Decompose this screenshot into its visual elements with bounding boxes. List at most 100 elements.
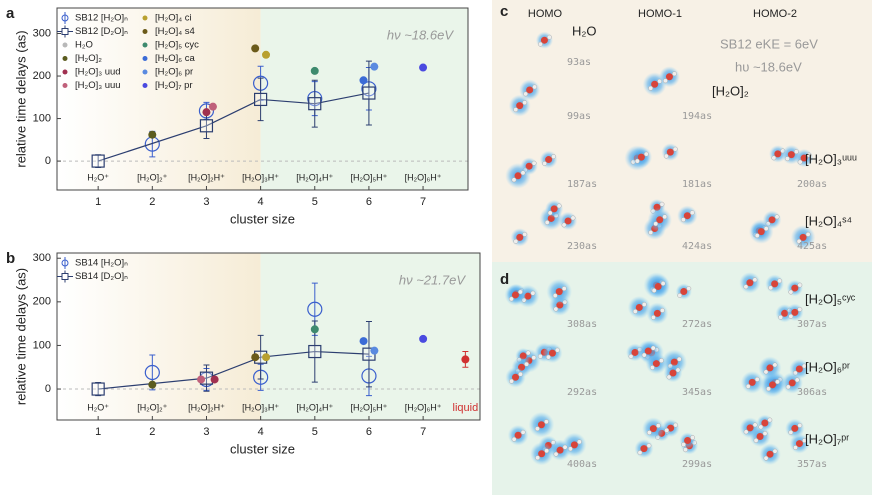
- hydrogen-atom: [784, 156, 790, 162]
- x-tick-label: 5: [312, 196, 318, 208]
- oxygen-atom: [787, 151, 795, 159]
- annotation: hν ~18.6eV: [387, 27, 454, 42]
- hydrogen-atom: [520, 429, 526, 435]
- hydrogen-atom: [758, 424, 764, 430]
- oxygen-atom: [516, 102, 524, 110]
- legend-label: H₂O: [75, 40, 93, 51]
- hydrogen-atom: [556, 203, 562, 209]
- time-label: 200as: [797, 179, 827, 190]
- oxygen-atom: [555, 288, 563, 296]
- liquid-label: liquid: [453, 402, 479, 414]
- hydrogen-atom: [777, 278, 783, 284]
- hydrogen-atom: [641, 302, 647, 307]
- hydrogen-atom: [663, 153, 669, 159]
- hydrogen-atom: [513, 238, 519, 244]
- hydrogen-atom: [643, 151, 649, 157]
- shade-left: [57, 253, 261, 420]
- cluster-label: [H₂O]₆H⁺: [405, 172, 442, 182]
- oxygen-atom: [757, 228, 765, 236]
- x-tick-label: 1: [95, 196, 101, 208]
- cluster-label: [H₂O]₄H⁺: [296, 402, 333, 412]
- hydrogen-atom: [768, 285, 774, 291]
- hydrogen-atom: [545, 354, 551, 360]
- legend-marker: [142, 83, 148, 88]
- column-header: HOMO: [528, 8, 563, 20]
- cluster-name: H₂O: [572, 23, 597, 38]
- hydrogen-atom: [673, 422, 679, 428]
- hydrogen-atom: [797, 422, 803, 428]
- y-axis-label: relative time delays (as): [13, 268, 28, 405]
- oxygen-atom: [652, 360, 660, 368]
- oxygen-atom: [795, 365, 803, 373]
- theory-point: [251, 353, 260, 362]
- oxygen-atom: [653, 309, 661, 317]
- hydrogen-atom: [771, 155, 777, 161]
- hydrogen-atom: [646, 430, 652, 436]
- legend-marker: [142, 29, 148, 34]
- hydrogen-atom: [655, 423, 661, 429]
- shade-left: [57, 8, 261, 190]
- cluster-label: [H₂O]₂⁺: [137, 402, 167, 412]
- time-label: 308as: [567, 319, 597, 330]
- oxygen-atom: [666, 148, 674, 156]
- hydrogen-atom: [794, 377, 800, 383]
- legend-label: [H₂O]₄ ci: [155, 13, 192, 24]
- error-bar: [365, 60, 372, 126]
- panel-note: hυ ~18.6eV: [735, 59, 802, 74]
- time-label: 425as: [797, 241, 827, 252]
- time-label: 424as: [682, 241, 712, 252]
- x-tick-label: 3: [203, 196, 209, 208]
- oxygen-atom: [548, 349, 556, 357]
- time-label: 93as: [567, 57, 591, 68]
- time-label: 187as: [567, 179, 597, 190]
- hydrogen-atom: [675, 367, 681, 373]
- x-tick-label: 4: [258, 196, 264, 208]
- hydrogen-atom: [763, 455, 769, 461]
- data-point: [310, 66, 319, 75]
- y-tick-label: 0: [45, 383, 51, 395]
- hydrogen-atom: [763, 369, 769, 375]
- hydrogen-atom: [763, 226, 769, 232]
- cluster-name: [H₂O]₃ᵘᵘᵘ: [805, 151, 857, 166]
- hydrogen-atom: [797, 159, 803, 165]
- plot-frame: [56, 7, 469, 191]
- legend-marker: [142, 69, 148, 75]
- theory-point: [370, 346, 379, 355]
- hydrogen-atom: [659, 201, 665, 207]
- time-label: 307as: [797, 319, 827, 330]
- annotation: hν ~21.7eV: [399, 272, 466, 287]
- hydrogen-atom: [743, 284, 749, 290]
- hydrogen-atom: [542, 161, 548, 166]
- hydrogen-atom: [690, 435, 696, 440]
- legend-label: SB14 [H₂O]ₙ: [75, 258, 128, 269]
- oxygen-atom: [512, 373, 520, 381]
- hydrogen-atom: [544, 220, 550, 225]
- data-point: [370, 62, 379, 71]
- oxygen-atom: [791, 284, 799, 292]
- data-point: [419, 63, 428, 72]
- oxygen-atom: [791, 308, 799, 316]
- legend-label: [H₂O]₄ s4: [155, 26, 195, 37]
- cluster-label: H₂O⁺: [87, 402, 109, 412]
- y-axis-label: relative time delays (as): [13, 30, 28, 167]
- hydrogen-atom: [531, 355, 537, 361]
- oxygen-atom: [635, 303, 643, 311]
- oxygen-atom: [656, 216, 664, 224]
- legend-label: [H₂O]₃ uuu: [75, 80, 121, 91]
- hydrogen-atom: [671, 71, 677, 77]
- x-tick-label: 6: [366, 426, 372, 438]
- error-bar: [311, 79, 318, 128]
- y-tick-label: 300: [33, 27, 51, 39]
- hydrogen-atom: [649, 365, 655, 371]
- oxygen-atom: [540, 36, 548, 44]
- x-tick-label: 7: [420, 196, 426, 208]
- time-label: 194as: [682, 111, 712, 122]
- oxygen-atom: [665, 73, 673, 81]
- hydrogen-atom: [509, 378, 514, 384]
- cluster-label: [H₂O]₂H⁺: [188, 402, 225, 412]
- column-header: HOMO-1: [638, 8, 682, 20]
- hydrogen-atom: [648, 230, 654, 235]
- oxygen-atom: [640, 445, 648, 453]
- panel-letter: d: [500, 271, 509, 288]
- hydrogen-atom: [762, 431, 768, 436]
